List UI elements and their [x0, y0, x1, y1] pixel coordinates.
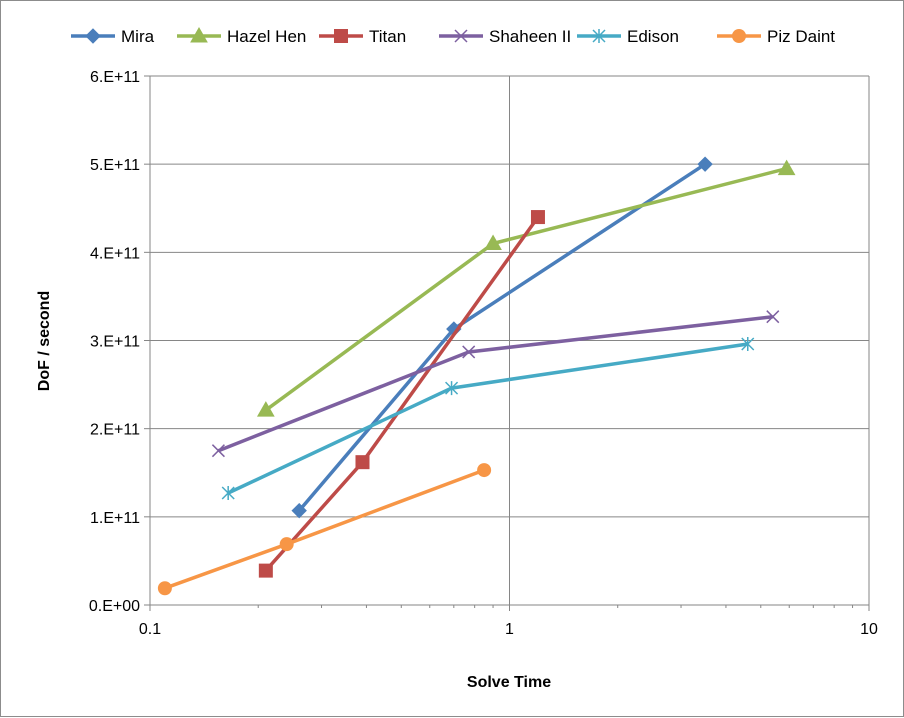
legend-marker-hazel-hen — [190, 26, 208, 43]
legend-entry-mira: Mira — [71, 27, 155, 46]
y-tick-label: 3.E+11 — [90, 334, 140, 351]
legend-entry-titan: Titan — [319, 27, 406, 46]
data-point-piz-daint — [157, 581, 172, 596]
y-axis-title: DoF / second — [36, 291, 53, 391]
data-point-hazel-hen — [256, 401, 275, 417]
legend-marker-edison — [592, 29, 606, 43]
y-tick-label: 1.E+11 — [90, 510, 140, 527]
y-tick-label: 2.E+11 — [90, 422, 140, 439]
axes: 0.E+00 1.E+11 2.E+11 3.E+11 4.E+11 5.E+11 6.E+… — [89, 69, 878, 638]
data-point-hazel-hen — [484, 234, 502, 251]
data-point-titan — [258, 563, 273, 578]
data-point-hazel-hen — [777, 159, 796, 176]
data-point-mira — [291, 502, 307, 519]
legend-marker-mira — [85, 28, 101, 44]
series-line-hazel-hen — [264, 166, 788, 412]
x-tick-label: 0.1 — [139, 621, 161, 638]
series-edison — [221, 337, 755, 501]
series-mira — [291, 156, 713, 519]
legend-label: Titan — [369, 27, 406, 46]
data-point-mira — [697, 156, 713, 172]
legend-label: Shaheen II — [489, 27, 571, 46]
legend-marker-titan — [334, 29, 348, 43]
y-tick-label: 4.E+11 — [90, 245, 140, 262]
legend-entry-shaheen-ii: Shaheen II — [439, 27, 571, 46]
y-tick-label: 0.E+00 — [89, 598, 140, 615]
gridlines — [150, 75, 870, 605]
series-titan — [258, 210, 545, 578]
data-point-edison — [445, 381, 459, 396]
data-point-shaheen-ii — [462, 345, 476, 359]
series-piz-daint — [157, 463, 492, 596]
data-point-edison — [221, 486, 235, 501]
legend-entry-edison: Edison — [577, 27, 679, 46]
y-tick-label: 6.E+11 — [90, 69, 140, 86]
series-lines — [157, 156, 796, 596]
legend-marker-piz-daint — [732, 29, 746, 43]
legend-label: Piz Daint — [767, 27, 835, 46]
legend-label: Mira — [121, 27, 155, 46]
y-tick-label: 5.E+11 — [90, 157, 140, 174]
data-point-shaheen-ii — [766, 310, 780, 324]
series-line-titan — [264, 216, 540, 572]
series-line-piz-daint — [164, 468, 485, 590]
x-axis-title: Solve Time — [467, 674, 551, 691]
data-point-titan — [530, 210, 545, 225]
legend-label: Edison — [627, 27, 679, 46]
data-point-piz-daint — [279, 537, 294, 552]
series-hazel-hen — [256, 159, 796, 417]
data-point-edison — [741, 337, 755, 352]
x-tick-label: 1 — [505, 621, 514, 638]
legend-entry-piz-daint: Piz Daint — [717, 27, 835, 46]
legend-marker-shaheen-ii — [454, 29, 468, 43]
series-shaheen-ii — [211, 310, 780, 458]
legend-entry-hazel-hen: Hazel Hen — [177, 26, 306, 46]
x-tick-label: 10 — [860, 621, 878, 638]
legend: Mira Hazel Hen Titan Shaheen II Edison Piz Da… — [71, 26, 835, 46]
data-point-piz-daint — [477, 463, 492, 478]
data-point-shaheen-ii — [211, 444, 225, 458]
data-point-titan — [355, 455, 370, 470]
legend-label: Hazel Hen — [227, 27, 306, 46]
